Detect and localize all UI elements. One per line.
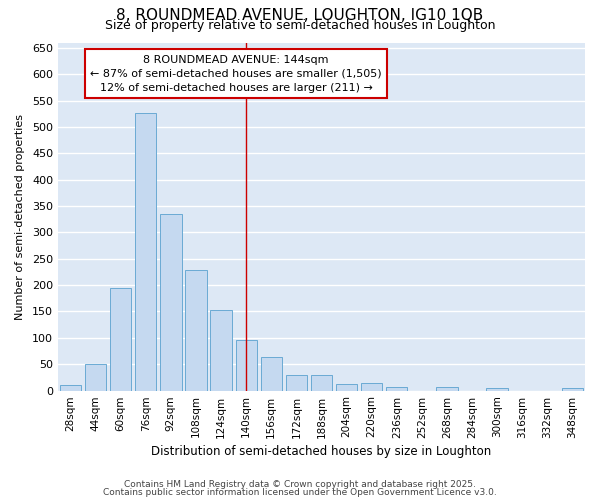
Bar: [211, 310, 232, 390]
Bar: [311, 374, 332, 390]
Text: Contains public sector information licensed under the Open Government Licence v3: Contains public sector information licen…: [103, 488, 497, 497]
Bar: [85, 364, 106, 390]
Bar: [60, 386, 81, 390]
Bar: [260, 358, 282, 390]
Y-axis label: Number of semi-detached properties: Number of semi-detached properties: [15, 114, 25, 320]
Bar: [135, 112, 157, 390]
Bar: [236, 340, 257, 390]
Bar: [185, 270, 206, 390]
Bar: [386, 388, 407, 390]
Bar: [436, 388, 458, 390]
Text: 8 ROUNDMEAD AVENUE: 144sqm
← 87% of semi-detached houses are smaller (1,505)
12%: 8 ROUNDMEAD AVENUE: 144sqm ← 87% of semi…: [91, 54, 382, 92]
X-axis label: Distribution of semi-detached houses by size in Loughton: Distribution of semi-detached houses by …: [151, 444, 491, 458]
Bar: [487, 388, 508, 390]
Bar: [562, 388, 583, 390]
Bar: [160, 214, 182, 390]
Bar: [336, 384, 357, 390]
Bar: [286, 374, 307, 390]
Text: 8, ROUNDMEAD AVENUE, LOUGHTON, IG10 1QB: 8, ROUNDMEAD AVENUE, LOUGHTON, IG10 1QB: [116, 8, 484, 22]
Text: Contains HM Land Registry data © Crown copyright and database right 2025.: Contains HM Land Registry data © Crown c…: [124, 480, 476, 489]
Bar: [110, 288, 131, 391]
Text: Size of property relative to semi-detached houses in Loughton: Size of property relative to semi-detach…: [105, 19, 495, 32]
Bar: [361, 383, 382, 390]
